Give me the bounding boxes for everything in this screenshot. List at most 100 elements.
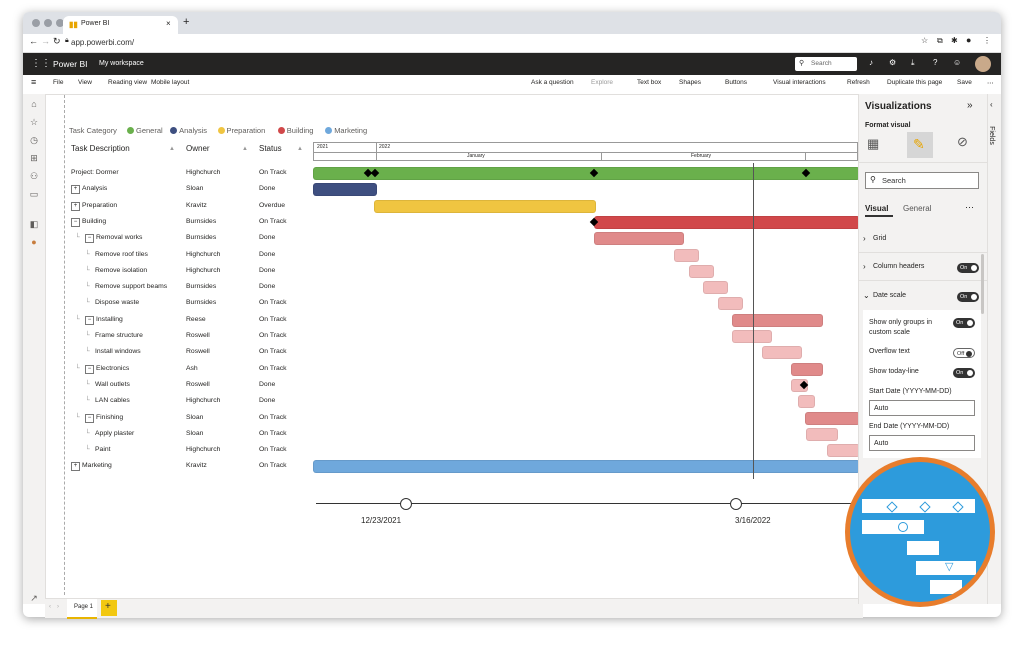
hamburger-icon[interactable]: ≡: [31, 77, 37, 87]
table-row[interactable]: └ Paint Highchurch On Track: [65, 442, 860, 458]
date-range-slider-track[interactable]: [316, 503, 857, 504]
menu-icon[interactable]: ⋮: [983, 36, 991, 45]
close-window-dot[interactable]: [32, 19, 40, 27]
extension-icon[interactable]: ⧉: [937, 36, 943, 45]
url-field[interactable]: app.powerbi.com/: [71, 38, 135, 47]
forward-icon[interactable]: →: [41, 36, 50, 46]
gantt-bar[interactable]: [718, 297, 743, 311]
reading-view-button[interactable]: Reading view: [108, 79, 148, 86]
tab-visual[interactable]: Visual: [865, 204, 889, 213]
gear-icon[interactable]: ⚙: [889, 58, 897, 67]
star-icon[interactable]: ☆: [921, 36, 929, 45]
viz-search-input[interactable]: ⚲ Search: [865, 172, 979, 189]
apps-icon[interactable]: ⊞: [30, 153, 38, 163]
date-scale-chevron-icon[interactable]: ⌄: [863, 291, 870, 300]
gantt-bar[interactable]: [689, 264, 714, 278]
gantt-bar[interactable]: [313, 460, 860, 474]
pane-scrollbar[interactable]: [981, 254, 984, 314]
back-icon[interactable]: ←: [29, 36, 38, 46]
date-scale-toggle[interactable]: On: [957, 292, 979, 302]
date-scale-section[interactable]: Date scale: [873, 292, 907, 299]
gantt-bar[interactable]: [594, 215, 860, 229]
gantt-bar[interactable]: [805, 411, 860, 425]
recent-icon[interactable]: ◷: [30, 135, 38, 145]
gantt-bar[interactable]: [827, 444, 860, 458]
collapse-icon[interactable]: −: [71, 217, 80, 227]
build-visual-icon[interactable]: ▦: [867, 136, 880, 151]
overflow-text-toggle[interactable]: Off: [953, 348, 975, 358]
table-row[interactable]: Project: Dormer Highchurch On Track: [65, 165, 860, 181]
end-date-input[interactable]: Auto: [869, 435, 975, 451]
mobile-layout-button[interactable]: Mobile layout: [151, 79, 190, 86]
table-row[interactable]: └ − Installing Reese On Track: [65, 312, 857, 328]
collapse-icon[interactable]: −: [85, 364, 94, 374]
ask-question-button[interactable]: Ask a question: [531, 79, 574, 86]
legend-item[interactable]: Preparation: [226, 126, 266, 135]
save-button[interactable]: Save: [957, 79, 972, 86]
textbox-button[interactable]: Text box: [637, 79, 662, 86]
column-headers-chevron-icon[interactable]: ›: [863, 262, 866, 271]
bell-icon[interactable]: ♪: [869, 58, 873, 67]
column-header-task[interactable]: Task Description: [71, 144, 130, 153]
workspace-link[interactable]: My workspace: [99, 60, 144, 67]
favorites-icon[interactable]: ☆: [29, 117, 39, 127]
table-row[interactable]: + Analysis Sloan Done: [65, 181, 857, 197]
table-row[interactable]: └ Dispose waste Burnsides On Track: [65, 295, 857, 311]
table-row[interactable]: └ − Removal works Burnsides Done: [65, 230, 857, 246]
gantt-bar[interactable]: [762, 346, 802, 360]
close-tab-icon[interactable]: ×: [166, 19, 171, 28]
collapse-pane-icon[interactable]: »: [967, 100, 973, 111]
sort-task-icon[interactable]: ▲: [169, 146, 175, 152]
prev-page-icon[interactable]: ‹: [49, 604, 51, 610]
view-menu[interactable]: View: [78, 79, 92, 86]
slider-end-handle[interactable]: [730, 498, 742, 510]
expand-icon[interactable]: +: [71, 462, 80, 472]
legend-item[interactable]: General: [136, 126, 163, 135]
feedback-icon[interactable]: ☺: [953, 58, 962, 67]
table-row[interactable]: └ Wall outlets Roswell Done: [65, 377, 857, 393]
table-row[interactable]: + Marketing Kravitz On Track: [65, 458, 860, 474]
table-row[interactable]: └ − Electronics Ash On Track: [65, 361, 857, 377]
column-headers-toggle[interactable]: On: [957, 263, 979, 273]
table-row[interactable]: └ Frame structure Roswell On Track: [65, 328, 857, 344]
expand-fields-icon[interactable]: ‹: [990, 100, 993, 109]
table-row[interactable]: └ − Finishing Sloan On Track: [65, 410, 860, 426]
app-launcher-icon[interactable]: ⋮⋮: [31, 58, 51, 69]
column-header-status[interactable]: Status: [259, 144, 282, 153]
home-icon[interactable]: ⌂: [31, 99, 37, 109]
app-name[interactable]: Power BI: [53, 59, 88, 69]
buttons-button[interactable]: Buttons: [725, 79, 748, 86]
gantt-bar[interactable]: [806, 427, 838, 441]
workspaces-icon[interactable]: ◧: [29, 219, 39, 229]
expand-icon[interactable]: +: [71, 185, 80, 195]
collapse-icon[interactable]: −: [85, 234, 94, 244]
duplicate-page-button[interactable]: Duplicate this page: [887, 79, 943, 86]
more-options-icon[interactable]: ⋯: [987, 80, 994, 87]
sort-status-icon[interactable]: ▲: [297, 146, 303, 152]
collapse-icon[interactable]: −: [85, 413, 94, 423]
legend-item[interactable]: Building: [286, 126, 314, 135]
analytics-icon[interactable]: ⊘: [957, 134, 968, 149]
gantt-bar[interactable]: [674, 248, 699, 262]
reload-icon[interactable]: ↻: [53, 36, 61, 46]
header-search-box[interactable]: ⚲ Search: [795, 57, 857, 71]
shared-icon[interactable]: ⚇: [29, 171, 39, 181]
show-today-line-toggle[interactable]: On: [953, 368, 975, 378]
table-row[interactable]: + Preparation Kravitz Overdue: [65, 198, 857, 214]
my-workspace-icon[interactable]: ●: [31, 237, 37, 247]
gantt-bar[interactable]: [594, 232, 684, 246]
gantt-bar[interactable]: [374, 199, 596, 213]
table-row[interactable]: └ Apply plaster Sloan On Track: [65, 426, 857, 442]
table-row[interactable]: − Building Burnsides On Track: [65, 214, 860, 230]
tab-general[interactable]: General: [903, 204, 932, 213]
collapse-icon[interactable]: −: [85, 315, 94, 325]
maximize-window-dot[interactable]: [56, 19, 64, 27]
column-headers-section[interactable]: Column headers: [873, 263, 925, 270]
visual-interactions-button[interactable]: Visual interactions: [773, 79, 826, 86]
browser-tab[interactable]: ▮▮ Power BI ×: [63, 16, 178, 34]
page-tab-1[interactable]: Page 1: [67, 599, 97, 619]
gantt-bar[interactable]: [798, 395, 815, 409]
grid-section-chevron-icon[interactable]: ›: [863, 234, 866, 243]
expand-icon[interactable]: ↗: [30, 593, 38, 603]
gantt-bar[interactable]: [732, 330, 772, 343]
